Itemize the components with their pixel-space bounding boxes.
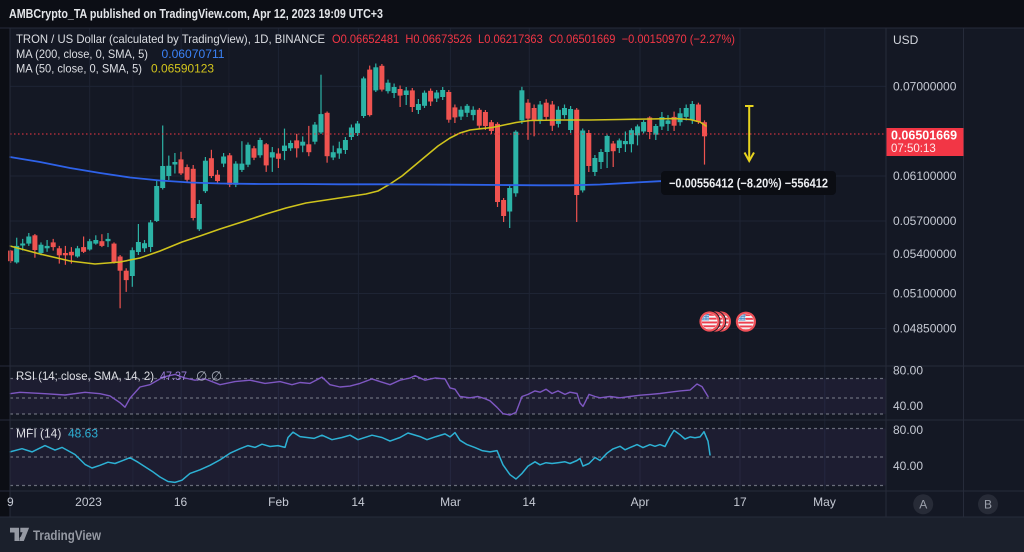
svg-text:0.06100000: 0.06100000 <box>893 169 957 183</box>
svg-text:B: B <box>984 498 992 512</box>
svg-text:A: A <box>919 498 927 512</box>
svg-text:May: May <box>813 495 836 509</box>
svg-text:40.00: 40.00 <box>893 459 923 473</box>
svg-text:Mar: Mar <box>440 495 461 509</box>
svg-text:O0.06652481 H0.06673526 L0.0: O0.06652481 H0.06673526 L0.06217363 C0.0… <box>332 32 735 46</box>
svg-text:47.37: 47.37 <box>160 369 187 383</box>
svg-text:∅ ∅: ∅ ∅ <box>196 369 222 384</box>
svg-text:9: 9 <box>7 495 14 509</box>
svg-text:0.04850000: 0.04850000 <box>893 322 957 336</box>
svg-text:TradingView: TradingView <box>33 528 101 543</box>
svg-text:0.07000000: 0.07000000 <box>893 79 957 93</box>
svg-text:0.06070711: 0.06070711 <box>162 47 225 61</box>
svg-text:USD: USD <box>893 33 919 47</box>
svg-text:Apr: Apr <box>631 495 650 509</box>
svg-text:AMBCrypto_TA published on Trad: AMBCrypto_TA published on TradingView.co… <box>9 6 383 21</box>
svg-text:0.05100000: 0.05100000 <box>893 287 957 301</box>
svg-text:Feb: Feb <box>268 495 289 509</box>
svg-text:0.06501669: 0.06501669 <box>891 129 957 143</box>
svg-text:RSI (14; close, SMA, 14, 2): RSI (14; close, SMA, 14, 2) <box>16 369 154 383</box>
svg-text:MFI (14): MFI (14) <box>16 427 61 441</box>
svg-text:16: 16 <box>174 495 188 509</box>
svg-text:48.63: 48.63 <box>68 427 98 441</box>
svg-text:40.00: 40.00 <box>893 399 923 413</box>
svg-text:80.00: 80.00 <box>893 423 923 437</box>
svg-text:0.06590123: 0.06590123 <box>151 62 214 76</box>
svg-text:80.00: 80.00 <box>893 364 923 378</box>
svg-text:MA (50, close, 0, SMA, 5): MA (50, close, 0, SMA, 5) <box>16 62 142 76</box>
svg-text:0.05400000: 0.05400000 <box>893 247 957 261</box>
svg-text:17: 17 <box>733 495 747 509</box>
svg-text:0.05700000: 0.05700000 <box>893 214 957 228</box>
svg-text:−0.00556412 (−8.20%) −556412: −0.00556412 (−8.20%) −556412 <box>669 177 828 191</box>
svg-text:TRON / US Dollar (calculated b: TRON / US Dollar (calculated by TradingV… <box>16 32 325 46</box>
svg-text:14: 14 <box>522 495 536 509</box>
svg-text:2023: 2023 <box>75 495 102 509</box>
svg-text:07:50:13: 07:50:13 <box>891 143 936 155</box>
svg-text:MA (200, close, 0, SMA, 5): MA (200, close, 0, SMA, 5) <box>16 47 148 61</box>
svg-text:14: 14 <box>351 495 365 509</box>
